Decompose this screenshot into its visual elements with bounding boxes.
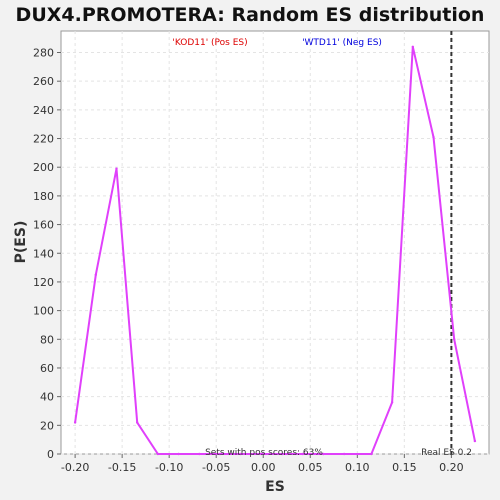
data-point <box>473 439 477 443</box>
x-tick-label: 0.10 <box>345 461 370 474</box>
data-point <box>452 338 456 341</box>
data-point <box>260 452 263 456</box>
distribution-line <box>74 46 476 455</box>
data-point <box>280 452 284 456</box>
distribution-points <box>73 45 477 456</box>
real-es-label: Real ES 0.2 <box>421 448 472 458</box>
x-tick-label: 0.00 <box>251 461 276 474</box>
y-tick-label: 100 <box>33 305 54 318</box>
grid <box>61 31 489 455</box>
data-point <box>135 421 139 424</box>
x-tick-label: -0.05 <box>202 461 230 474</box>
y-tick-label: 160 <box>33 219 54 232</box>
y-tick-label: 220 <box>33 133 54 146</box>
x-tick-label: 0.20 <box>439 461 464 474</box>
data-point <box>177 452 180 456</box>
y-tick-label: 80 <box>40 333 54 346</box>
x-axis-label: ES <box>265 479 285 495</box>
data-point <box>322 452 325 456</box>
data-point <box>390 401 394 404</box>
y-tick-label: 180 <box>33 190 54 203</box>
data-point <box>411 45 415 48</box>
data-point <box>432 135 435 139</box>
data-point <box>198 452 201 456</box>
y-tick-label: 240 <box>33 104 54 117</box>
x-axis-ticks: -0.20 -0.15 -0.10 -0.05 0.00 0.05 0.10 0.15 0.20 <box>61 454 464 474</box>
sets-pos-scores-label: Sets with pos scores: 63% <box>205 448 323 458</box>
y-tick-label: 200 <box>33 161 54 174</box>
y-tick-label: 60 <box>40 362 54 375</box>
data-point <box>301 452 304 456</box>
y-tick-label: 0 <box>47 448 54 461</box>
y-tick-label: 40 <box>40 391 54 404</box>
y-axis-label: P(ES) <box>13 221 29 264</box>
data-point <box>370 452 373 456</box>
data-point <box>156 452 160 456</box>
data-point <box>342 452 346 456</box>
chart-title: DUX4.PROMOTERA: Random ES distribution <box>16 4 485 26</box>
data-point <box>239 452 242 456</box>
data-point <box>94 273 98 276</box>
x-tick-label: 0.15 <box>392 461 417 474</box>
x-tick-label: 0.05 <box>298 461 323 474</box>
x-tick-label: -0.20 <box>61 461 89 474</box>
y-tick-label: 260 <box>33 75 54 88</box>
y-axis-ticks: 0 20 40 60 80 100 120 140 160 180 200 220 240 260 280 <box>33 47 61 461</box>
y-tick-label: 20 <box>40 419 54 432</box>
x-tick-label: -0.10 <box>155 461 183 474</box>
data-point <box>218 452 222 456</box>
data-point <box>115 167 118 170</box>
data-point <box>73 421 77 424</box>
y-tick-label: 140 <box>33 247 54 260</box>
plot-area <box>60 30 490 455</box>
legend-neg-es: 'WTD11' (Neg ES) <box>302 38 382 48</box>
x-tick-label: -0.15 <box>108 461 136 474</box>
y-tick-label: 120 <box>33 276 54 289</box>
y-tick-label: 280 <box>33 47 54 60</box>
legend-pos-es: 'KOD11' (Pos ES) <box>172 38 247 48</box>
